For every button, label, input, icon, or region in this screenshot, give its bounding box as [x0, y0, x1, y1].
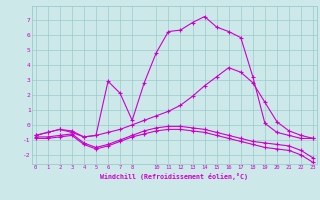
X-axis label: Windchill (Refroidissement éolien,°C): Windchill (Refroidissement éolien,°C) — [100, 173, 248, 180]
